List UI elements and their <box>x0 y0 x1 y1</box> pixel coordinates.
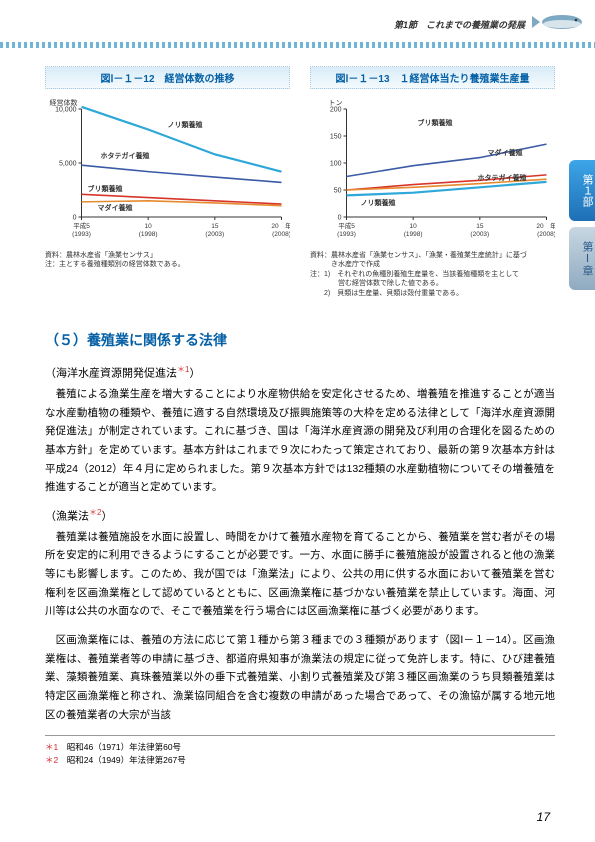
svg-text:200: 200 <box>330 107 342 114</box>
tab-chapter1: 第Ⅰ章 <box>569 227 595 290</box>
sub2-close: ） <box>101 511 112 523</box>
section-heading: （５）養殖業に関係する法律 <box>45 330 555 350</box>
svg-text:ホタテガイ養殖: ホタテガイ養殖 <box>478 173 527 182</box>
footnotes: ＊1 昭和46（1971）年法律第60号 ＊2 昭和24（1949）年法律第26… <box>45 735 555 768</box>
chart-right-note: 資料：農林水産省「漁業センサス」、「漁業・養殖業生産統計」に基づ き水産庁で作成… <box>310 251 555 298</box>
svg-text:マダイ養殖: マダイ養殖 <box>488 148 523 157</box>
ref-mark-2: ＊2 <box>89 508 101 517</box>
svg-text:マダイ養殖: マダイ養殖 <box>98 203 133 212</box>
svg-text:(1998): (1998) <box>139 231 158 238</box>
fn1-mark: ＊1 <box>45 742 58 752</box>
charts-row: 図Ⅰ－１－12 経営体数の推移 経営体数05,00010,000平成5(1993… <box>45 66 555 298</box>
footnote-2: ＊2 昭和24（1949）年法律第267号 <box>45 754 555 768</box>
paragraph-2: 養殖業は養殖施設を水面に設置し、時間をかけて養殖水産物を育てることから、養殖業を… <box>45 528 555 621</box>
svg-text:ブリ類養殖: ブリ類養殖 <box>88 184 123 193</box>
paragraph-3: 区画漁業権には、養殖の方法に応じて第１種から第３種までの３種類があります（図Ⅰ－… <box>45 631 555 724</box>
svg-text:(2003): (2003) <box>470 231 489 238</box>
header-divider <box>0 42 595 48</box>
page-header: 第1節 これまでの養殖業の発展 <box>0 0 595 48</box>
section-num: （５） <box>45 332 87 348</box>
svg-text:平成5: 平成5 <box>338 221 355 230</box>
fn1-text: 昭和46（1971）年法律第60号 <box>58 742 181 752</box>
tab-part1: 第１部 <box>569 160 595 221</box>
subheading-2: （漁業法＊2） <box>45 507 555 524</box>
fn2-text: 昭和24（1949）年法律第267号 <box>58 755 186 765</box>
svg-text:ノリ類養殖: ノリ類養殖 <box>168 120 203 129</box>
side-tabs: 第１部 第Ⅰ章 <box>569 160 595 296</box>
footnote-1: ＊1 昭和46（1971）年法律第60号 <box>45 741 555 755</box>
svg-text:20 年: 20 年 <box>536 221 555 230</box>
svg-text:15: 15 <box>211 223 219 230</box>
svg-text:(1993): (1993) <box>337 231 356 238</box>
svg-text:50: 50 <box>334 188 342 195</box>
chart-right: 図Ⅰ－１－13 １経営体当たり養殖業生産量 トン050100150200平成5(… <box>310 66 555 298</box>
svg-text:20 年: 20 年 <box>271 221 290 230</box>
svg-text:5,000: 5,000 <box>59 161 77 168</box>
svg-text:ブリ類養殖: ブリ類養殖 <box>418 118 453 127</box>
svg-text:10: 10 <box>145 223 153 230</box>
svg-text:(1998): (1998) <box>404 231 423 238</box>
svg-text:0: 0 <box>338 215 342 222</box>
fn2-mark: ＊2 <box>45 755 58 765</box>
svg-text:10: 10 <box>410 223 418 230</box>
header-chapter-title: 第1節 これまでの養殖業の発展 <box>394 18 525 31</box>
svg-text:(2003): (2003) <box>205 231 224 238</box>
svg-text:ノリ類養殖: ノリ類養殖 <box>361 198 396 207</box>
page-content: 図Ⅰ－１－12 経営体数の推移 経営体数05,00010,000平成5(1993… <box>0 66 595 768</box>
fish-icon <box>532 8 587 33</box>
svg-text:15: 15 <box>476 223 484 230</box>
svg-text:平成5: 平成5 <box>73 221 90 230</box>
svg-text:10,000: 10,000 <box>55 107 77 114</box>
svg-text:(1993): (1993) <box>72 231 91 238</box>
svg-text:100: 100 <box>330 161 342 168</box>
sub1-label: （海洋水産資源開発促進法 <box>45 368 177 380</box>
svg-text:(2008): (2008) <box>537 231 555 238</box>
svg-text:ホタテガイ養殖: ホタテガイ養殖 <box>101 151 150 160</box>
chart-left-note: 資料：農林水産省「漁業センサス」 注：主とする養殖種類別の経営体数である。 <box>45 251 290 270</box>
chart-left: 図Ⅰ－１－12 経営体数の推移 経営体数05,00010,000平成5(1993… <box>45 66 290 298</box>
page-number: 17 <box>537 810 550 824</box>
chart-right-plot: トン050100150200平成5(1993)10(1998)15(2003)2… <box>310 95 555 245</box>
chart-left-plot: 経営体数05,00010,000平成5(1993)10(1998)15(2003… <box>45 95 290 245</box>
section-title: 養殖業に関係する法律 <box>87 332 227 348</box>
chart-right-title: 図Ⅰ－１－13 １経営体当たり養殖業生産量 <box>310 66 555 89</box>
subheading-1: （海洋水産資源開発促進法＊1） <box>45 364 555 381</box>
chart-left-title: 図Ⅰ－１－12 経営体数の推移 <box>45 66 290 89</box>
paragraph-1: 養殖による漁業生産を増大することにより水産物供給を安定化させるため、増養殖を推進… <box>45 385 555 497</box>
sub1-close: ） <box>189 368 200 380</box>
svg-text:0: 0 <box>73 215 77 222</box>
sub2-label: （漁業法 <box>45 511 89 523</box>
svg-text:150: 150 <box>330 134 342 141</box>
svg-text:(2008): (2008) <box>272 231 290 238</box>
ref-mark-1: ＊1 <box>177 365 189 374</box>
